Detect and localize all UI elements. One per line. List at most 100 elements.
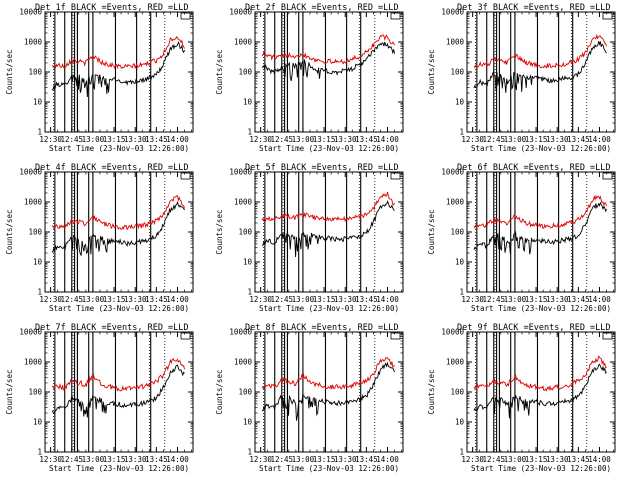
x-tick-label: 12:30 [39, 295, 62, 304]
events-series-line [51, 200, 185, 256]
panel-title: Det 3f BLACK =Events, RED =LLD [457, 3, 611, 13]
y-tick-label: 1000 [234, 198, 253, 207]
x-tick-label: 13:15 [103, 455, 126, 464]
x-tick-label: 14:00 [588, 295, 611, 304]
x-tick-label: 12:45 [60, 135, 83, 144]
legend-box [602, 12, 613, 20]
y-tick-label: 1 [247, 448, 252, 457]
x-axis-label: Start Time (23-Nov-03 12:26:00) [49, 304, 189, 313]
x-tick-label: 12:30 [249, 135, 272, 144]
x-tick-label: 13:15 [313, 455, 336, 464]
y-tick-label: 10000 [229, 168, 252, 177]
x-tick-label: 13:45 [355, 455, 378, 464]
y-tick-label: 100 [28, 388, 42, 397]
panel-2f: 1 10 100 1000 10000 12:3012:4513:0013:1513:30… [215, 3, 404, 153]
x-axis-label: Start Time (23-Nov-03 12:26:00) [471, 464, 611, 473]
y-tick-label: 1000 [234, 358, 253, 367]
x-tick-label: 13:00 [504, 455, 527, 464]
y-tick-label: 1000 [24, 198, 43, 207]
x-tick-label: 14:00 [166, 455, 189, 464]
events-series-line [473, 41, 607, 93]
x-tick-label: 13:45 [145, 455, 168, 464]
events-series-line [51, 41, 185, 98]
panel-1f: 1 10 100 1000 10000 12:3012:4513:0013:1513:30… [5, 3, 194, 153]
panel-title: Det 2f BLACK =Events, RED =LLD [245, 3, 399, 13]
x-axis-label: Start Time (23-Nov-03 12:26:00) [471, 144, 611, 153]
y-tick-label: 10 [455, 98, 465, 107]
y-tick-label: 10 [243, 418, 253, 427]
y-tick-label: 10000 [441, 328, 464, 337]
plot-frame [254, 331, 404, 453]
panel-title: Det 5f BLACK =Events, RED =LLD [245, 163, 399, 173]
y-tick-label: 10 [243, 258, 253, 267]
y-tick-label: 10 [33, 418, 43, 427]
x-tick-label: 12:45 [60, 295, 83, 304]
y-tick-label: 1000 [446, 38, 465, 47]
x-tick-label: 12:45 [270, 295, 293, 304]
lld-series-line [473, 194, 607, 229]
y-axis-label: Counts/sec [427, 369, 436, 414]
y-tick-label: 10 [243, 98, 253, 107]
x-tick-label: 14:00 [588, 455, 611, 464]
y-tick-label: 100 [238, 228, 252, 237]
y-tick-label: 1000 [446, 198, 465, 207]
x-tick-label: 13:45 [567, 135, 590, 144]
lld-series-line [261, 357, 395, 390]
events-series-line [473, 201, 607, 255]
x-tick-label: 12:45 [482, 295, 505, 304]
y-tick-label: 1000 [446, 358, 465, 367]
legend-box [390, 172, 401, 180]
x-tick-label: 13:30 [124, 295, 147, 304]
panel-title: Det 1f BLACK =Events, RED =LLD [35, 3, 189, 13]
plot-frame [466, 331, 616, 453]
x-tick-label: 12:30 [461, 295, 484, 304]
events-series-line [261, 41, 395, 82]
lld-series-line [473, 355, 607, 392]
x-axis-label: Start Time (23-Nov-03 12:26:00) [259, 144, 399, 153]
y-tick-label: 100 [450, 388, 464, 397]
x-tick-label: 13:30 [124, 455, 147, 464]
y-tick-label: 1000 [24, 358, 43, 367]
events-series-line [261, 200, 395, 258]
x-tick-label: 13:00 [292, 455, 315, 464]
y-tick-label: 1000 [24, 38, 43, 47]
x-tick-label: 13:30 [124, 135, 147, 144]
plot-frame [254, 171, 404, 293]
panel-title: Det 8f BLACK =Events, RED =LLD [245, 323, 399, 333]
x-tick-label: 12:30 [249, 295, 272, 304]
y-tick-label: 1 [37, 448, 42, 457]
y-axis-label: Counts/sec [5, 49, 14, 94]
x-tick-label: 13:45 [145, 295, 168, 304]
y-tick-label: 100 [28, 228, 42, 237]
y-axis-label: Counts/sec [427, 209, 436, 254]
x-tick-label: 12:45 [60, 455, 83, 464]
panel-5f: 1 10 100 1000 10000 12:3012:4513:0013:1513:30… [215, 163, 404, 313]
plot-frame [44, 11, 194, 133]
x-tick-label: 13:45 [145, 135, 168, 144]
x-tick-label: 13:00 [82, 295, 105, 304]
panel-3f: 1 10 100 1000 10000 12:3012:4513:0013:1513:30… [427, 3, 616, 153]
y-tick-label: 10000 [19, 8, 42, 17]
x-tick-label: 13:30 [546, 455, 569, 464]
panel-6f: 1 10 100 1000 10000 12:3012:4513:0013:1513:30… [427, 163, 616, 313]
x-tick-label: 13:45 [355, 135, 378, 144]
y-tick-label: 100 [450, 228, 464, 237]
legend-box [180, 12, 191, 20]
lld-series-line [261, 191, 395, 223]
y-tick-label: 1 [247, 288, 252, 297]
x-tick-label: 13:15 [525, 135, 548, 144]
x-tick-label: 14:00 [376, 135, 399, 144]
panel-7f: 1 10 100 1000 10000 12:3012:4513:0013:1513:30… [5, 323, 194, 473]
events-series-line [261, 361, 395, 421]
y-tick-label: 10 [33, 258, 43, 267]
x-tick-label: 13:00 [292, 135, 315, 144]
legend-box [390, 12, 401, 20]
x-tick-label: 13:15 [103, 135, 126, 144]
y-axis-label: Counts/sec [5, 369, 14, 414]
lld-series-line [52, 358, 185, 392]
x-tick-label: 13:30 [546, 295, 569, 304]
panel-9f: 1 10 100 1000 10000 12:3012:4513:0013:1513:30… [427, 323, 616, 473]
legend-box [180, 332, 191, 340]
y-tick-label: 100 [238, 388, 252, 397]
panel-title: Det 4f BLACK =Events, RED =LLD [35, 163, 189, 173]
